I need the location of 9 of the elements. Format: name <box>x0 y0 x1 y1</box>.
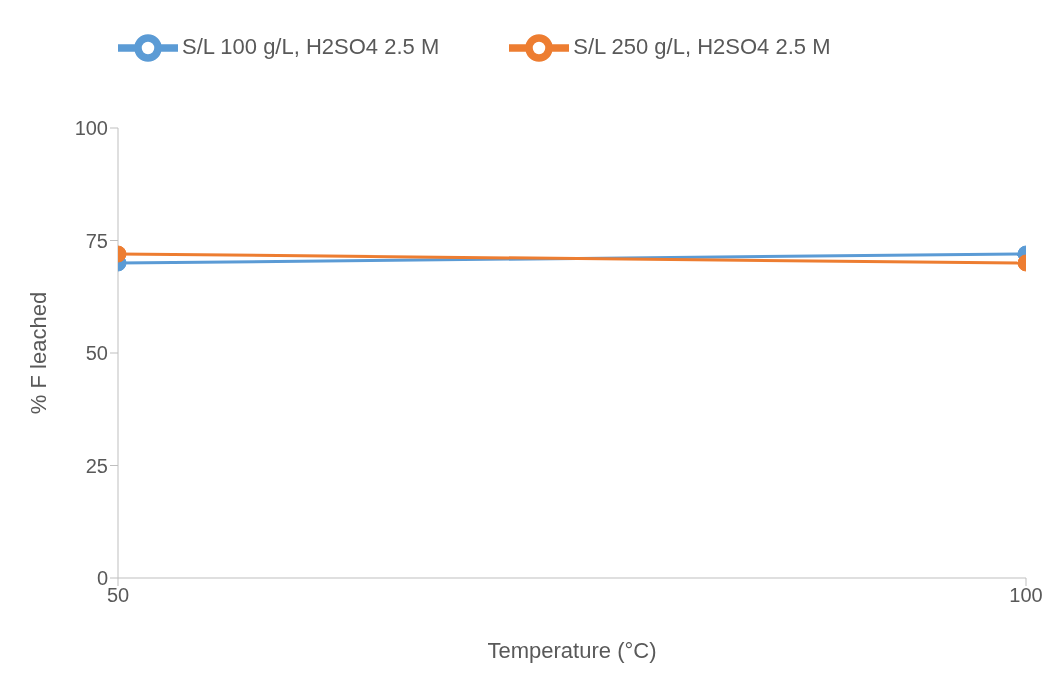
y-axis-title: % F leached <box>25 291 51 415</box>
legend-label: S/L 100 g/L, H2SO4 2.5 M <box>182 33 440 59</box>
y-tick-label: 50 <box>85 342 108 365</box>
y-tick-label: 0 <box>96 567 108 590</box>
legend-label: S/L 250 g/L, H2SO4 2.5 M <box>573 33 831 59</box>
y-tick-label: 75 <box>85 229 108 252</box>
y-tick-label: 25 <box>85 454 108 477</box>
x-axis-title: Temperature (°C) <box>487 638 657 663</box>
y-tick-label: 100 <box>74 117 108 140</box>
